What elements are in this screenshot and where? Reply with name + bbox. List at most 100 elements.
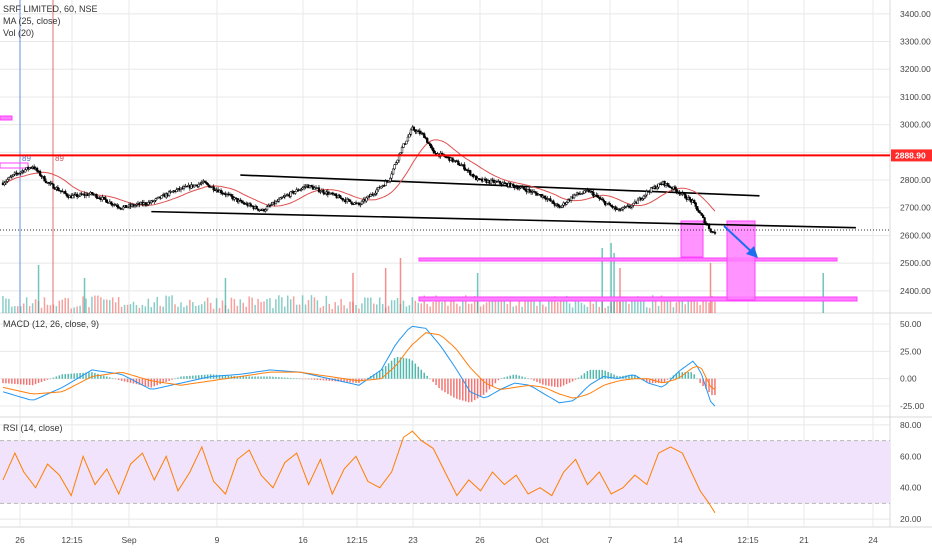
macd-histogram-bar — [236, 376, 239, 379]
candle-body — [380, 186, 383, 189]
volume-bar — [450, 300, 452, 313]
price-tick-label: 3100.00 — [900, 92, 931, 102]
macd-histogram-bar — [304, 378, 307, 380]
macd-histogram-bar — [28, 378, 31, 386]
candle-body — [426, 138, 429, 143]
annotations[interactable] — [0, 115, 858, 302]
macd-histogram-bar — [616, 375, 618, 379]
volume-bar — [284, 306, 286, 313]
annotation-left-box[interactable] — [0, 162, 29, 169]
volume-bar — [275, 299, 277, 313]
rsi-tick-label: 60.00 — [900, 451, 922, 461]
macd-histogram-bar — [607, 371, 609, 379]
macd-histogram-bar — [533, 378, 535, 381]
candle-body — [679, 193, 683, 195]
candle-body — [498, 180, 502, 184]
price-tick-label: 2800.00 — [900, 175, 931, 185]
volume-bar — [144, 306, 147, 313]
macd-histogram-bar — [316, 378, 319, 380]
macd-histogram-bar — [423, 372, 425, 379]
macd-histogram-bar — [364, 378, 366, 380]
volume-bar — [31, 303, 34, 313]
candle-body — [101, 196, 104, 200]
candle-body — [95, 194, 98, 199]
volume-bar — [396, 297, 399, 313]
volume-bar — [376, 304, 378, 313]
annotation-left-mini[interactable] — [0, 115, 13, 121]
volume-spike-bar — [476, 273, 479, 313]
volume-bar — [28, 306, 31, 313]
macd-histogram-bar — [132, 378, 135, 384]
candle-body — [249, 203, 252, 206]
macd-histogram-bar — [281, 377, 283, 379]
legend-volume: Vol (20) — [3, 28, 34, 38]
volume-bar — [417, 302, 420, 313]
volume-bar — [432, 301, 434, 313]
candle-body — [561, 205, 564, 208]
projection-arrow[interactable] — [723, 225, 758, 258]
target-range-line-upper[interactable] — [418, 257, 838, 262]
macd-histogram-bar — [123, 378, 126, 382]
volume-bar — [373, 303, 375, 313]
candle-body — [430, 145, 433, 149]
volume-bar — [325, 295, 328, 313]
target-range-line-lower[interactable] — [418, 296, 858, 302]
legend-ma: MA (25, close) — [3, 16, 61, 26]
candle-body — [104, 197, 107, 200]
macd-histogram-bar — [580, 375, 583, 379]
macd-histogram-bar — [221, 375, 224, 379]
rsi-axis[interactable]: 80.00 60.00 40.00 20.00 — [900, 420, 922, 524]
volume-bar — [681, 296, 684, 313]
candle-body — [52, 183, 55, 189]
candle-body — [610, 204, 613, 207]
candle-body — [289, 191, 292, 197]
volume-bar — [156, 296, 158, 313]
candle-body — [7, 177, 11, 180]
candle-body — [513, 185, 516, 189]
volume-bar — [571, 307, 574, 313]
macd-histogram-bar — [198, 375, 200, 379]
time-axis[interactable]: 26 12:15 Sep 9 16 12:15 23 26 Oct 7 14 12:15 21 24 — [15, 535, 878, 545]
macd-histogram-bar — [40, 378, 43, 382]
macd-histogram-bar — [488, 378, 491, 390]
macd-histogram-bar — [429, 378, 431, 380]
volume-bar — [331, 308, 333, 313]
candle-body — [457, 161, 460, 166]
macd-histogram-bar — [678, 372, 681, 379]
macd-histogram-bar — [435, 378, 437, 386]
candle-body — [523, 188, 527, 191]
measure-box-small[interactable] — [680, 220, 704, 258]
candle-body — [569, 196, 573, 201]
macd-histogram-bar — [206, 374, 209, 379]
candle-body — [50, 182, 54, 185]
volume-bar — [58, 300, 61, 313]
candle-body — [682, 192, 686, 195]
volume-bar — [49, 305, 52, 313]
candle-body — [372, 194, 375, 196]
volume-bar — [319, 307, 322, 313]
macd-histogram-bar — [405, 358, 408, 379]
candle-body — [153, 200, 156, 202]
macd-axis[interactable]: 50.00 25.00 0.00 -25.00 — [900, 319, 924, 411]
candle-body — [469, 170, 472, 176]
candle-body — [206, 183, 209, 186]
arrow-shaft[interactable] — [723, 225, 756, 256]
candle-body — [642, 195, 645, 199]
volume-bar — [183, 307, 185, 313]
macd-histogram-bar — [328, 378, 331, 381]
volume-bar — [580, 302, 583, 313]
volume-bar — [200, 304, 203, 313]
macd-histogram-bar — [278, 377, 280, 379]
candle-body — [565, 202, 568, 205]
trend-line[interactable] — [151, 210, 856, 229]
macd-histogram-bar — [203, 374, 206, 379]
volume-spike-bar — [399, 258, 402, 313]
volume-bar — [459, 306, 461, 313]
volume-bar — [355, 304, 357, 313]
price-tick-label: 2400.00 — [900, 286, 931, 296]
candle-body — [10, 175, 14, 178]
macd-histogram-bar — [174, 378, 176, 380]
volume-bar — [165, 295, 167, 313]
